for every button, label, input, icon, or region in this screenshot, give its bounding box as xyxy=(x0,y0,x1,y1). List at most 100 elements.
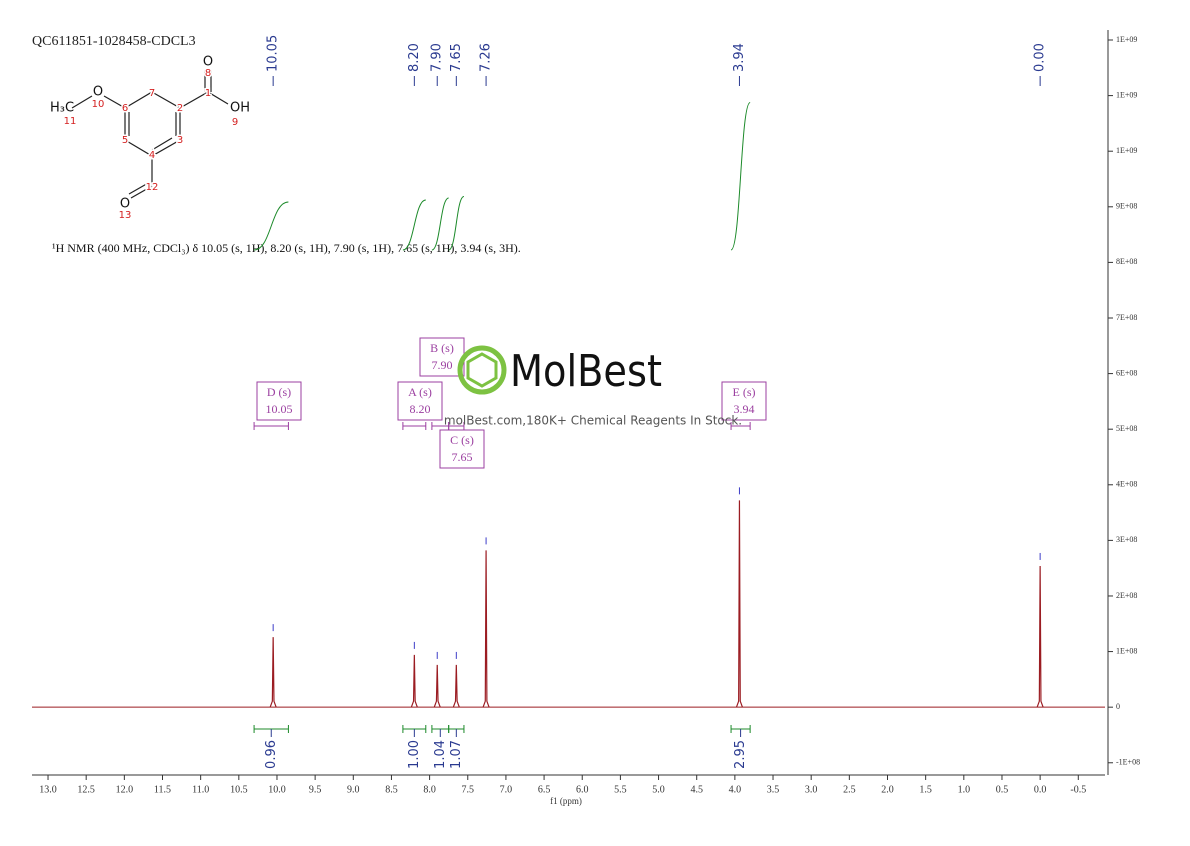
multiplet-range xyxy=(402,422,427,430)
chart-title: QC611851-1028458-CDCL3 xyxy=(32,34,196,49)
atom-number: 5 xyxy=(122,135,128,146)
integral-curve xyxy=(402,199,426,251)
x-tick-label: 7.0 xyxy=(500,784,513,795)
x-tick-label: 1.0 xyxy=(958,784,971,795)
integral-label: 1.04 xyxy=(433,740,448,769)
watermark: MolBest molBest.com,180K+ Chemical Reage… xyxy=(444,345,742,428)
y-tick-label: 4E+08 xyxy=(1116,480,1137,489)
x-tick-label: 2.0 xyxy=(881,784,894,795)
x-tick-label: 11.5 xyxy=(154,784,171,795)
atom-number: 13 xyxy=(119,210,132,221)
y-tick-label: 3E+08 xyxy=(1116,535,1137,544)
multiplet-shift: 10.05 xyxy=(266,402,293,416)
multiplet-name: E (s) xyxy=(733,385,756,399)
peak-label: 7.65 xyxy=(449,43,464,72)
y-tick-label: 9E+08 xyxy=(1116,202,1137,211)
peak xyxy=(410,654,418,708)
integral-label: 1.00 xyxy=(407,740,422,769)
x-tick-label: 3.0 xyxy=(805,784,818,795)
atom-number: 8 xyxy=(205,68,211,79)
integral-curve xyxy=(253,201,289,251)
multiplet-box xyxy=(721,381,767,421)
y-tick-label: 0 xyxy=(1116,702,1120,711)
x-tick-label: 7.5 xyxy=(462,784,475,795)
atom-symbol: O xyxy=(120,197,130,212)
multiplet-shift: 7.90 xyxy=(432,358,453,372)
atom-symbol: O xyxy=(93,85,103,100)
ring-double-bonds xyxy=(128,112,177,151)
x-tick-label: 6.0 xyxy=(576,784,589,795)
x-tick-label: 4.0 xyxy=(729,784,742,795)
y-tick-label: 1E+08 xyxy=(1116,646,1137,655)
x-tick-label: 12.0 xyxy=(116,784,134,795)
multiplet-box xyxy=(397,381,443,421)
x-tick-label: 6.5 xyxy=(538,784,551,795)
peak-label: 3.94 xyxy=(732,43,747,72)
structure xyxy=(71,70,229,199)
peak xyxy=(1036,565,1044,708)
y-tick-label: -1E+08 xyxy=(1116,758,1140,767)
peak-label: 0.00 xyxy=(1033,43,1048,72)
x-tick-label: 3.5 xyxy=(767,784,780,795)
multiplet-name: D (s) xyxy=(267,385,291,399)
x-tick-label: 9.0 xyxy=(347,784,360,795)
x-tick-label: 0.0 xyxy=(1034,784,1047,795)
peak xyxy=(433,664,441,708)
peak-label: 10.05 xyxy=(266,35,281,72)
multiplet-range xyxy=(448,422,465,430)
atom-symbol: O xyxy=(203,55,213,70)
x-tick-label: 8.0 xyxy=(423,784,436,795)
multiplet-box xyxy=(419,337,465,377)
integral-curve xyxy=(431,197,449,251)
x-tick-label: 5.0 xyxy=(652,784,665,795)
multiplet-box xyxy=(439,429,485,469)
atom-number: 9 xyxy=(232,117,238,128)
peak xyxy=(735,500,744,708)
x-tick-label: 10.5 xyxy=(230,784,248,795)
atom-number: 10 xyxy=(92,99,105,110)
atom-number: 3 xyxy=(177,135,183,146)
multiplet-box xyxy=(256,381,302,421)
atom-number: 1 xyxy=(205,88,211,99)
multiplet-shift: 8.20 xyxy=(410,402,431,416)
logo-hex xyxy=(466,352,498,388)
atom-number: 7 xyxy=(149,88,155,99)
x-tick-label: 12.5 xyxy=(77,784,95,795)
multiplet-range xyxy=(253,422,289,430)
x-axis-label: f1 (ppm) xyxy=(550,796,582,806)
x-tick-label: 0.5 xyxy=(996,784,1009,795)
x-tick-label: 4.5 xyxy=(690,784,703,795)
x-tick-label: 10.0 xyxy=(268,784,286,795)
atom-number: 2 xyxy=(177,103,183,114)
multiplet-shift: 3.94 xyxy=(734,402,755,416)
y-tick-label: 7E+08 xyxy=(1116,313,1137,322)
y-tick-label: 6E+08 xyxy=(1116,368,1137,377)
x-tick-label: 1.5 xyxy=(919,784,932,795)
y-tick-label: 1E+09 xyxy=(1116,146,1137,155)
multiplet-name: B (s) xyxy=(430,341,454,355)
logo-ring xyxy=(457,345,507,395)
integral-curve xyxy=(448,196,465,251)
x-tick-label: -0.5 xyxy=(1070,784,1086,795)
watermark-brand: MolBest xyxy=(510,346,662,397)
multiplet-name: C (s) xyxy=(450,433,474,447)
y-tick-label: 8E+08 xyxy=(1116,257,1137,266)
y-tick-label: 1E+09 xyxy=(1116,90,1137,99)
y-tick-label: 2E+08 xyxy=(1116,591,1137,600)
atom-symbol: H₃C xyxy=(50,101,74,116)
integral-label: 0.96 xyxy=(264,740,279,769)
multiplet-shift: 7.65 xyxy=(452,450,473,464)
atom-number: 4 xyxy=(149,150,155,161)
x-tick-label: 8.5 xyxy=(385,784,398,795)
integral-label: 1.07 xyxy=(449,740,464,769)
y-tick-label: 5E+08 xyxy=(1116,424,1137,433)
peak-label: 7.26 xyxy=(479,43,494,72)
multiplet-range xyxy=(730,422,751,430)
peak xyxy=(269,637,277,708)
substituent-bonds xyxy=(71,70,229,199)
atom-number: 6 xyxy=(122,103,128,114)
x-tick-label: 9.5 xyxy=(309,784,322,795)
multiplet-name: A (s) xyxy=(408,385,432,399)
